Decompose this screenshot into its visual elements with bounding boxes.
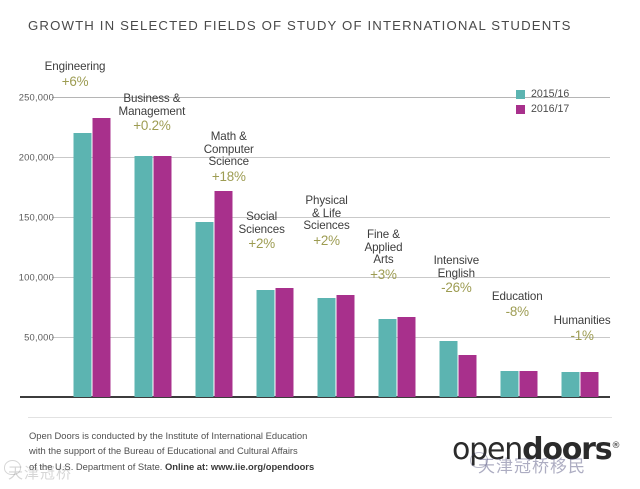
- bar-group: [306, 83, 367, 397]
- bar: [153, 155, 172, 397]
- watermark-logo-icon: [470, 452, 488, 468]
- bar-annotation: Engineering +6%: [32, 60, 118, 89]
- bar: [561, 371, 580, 397]
- footer-line-3-plain: of the U.S. Department of State.: [29, 460, 166, 472]
- growth-percent-label: -26%: [441, 280, 472, 296]
- bar: [134, 156, 153, 397]
- gridline: [52, 217, 610, 219]
- bar: [275, 287, 294, 397]
- bar-annotation: Education -8%: [474, 290, 560, 319]
- bar: [336, 295, 355, 397]
- bar: [195, 222, 214, 397]
- legend-item: 2015/16: [516, 88, 569, 100]
- category-label: Humanities: [553, 314, 611, 327]
- bar-group: [62, 83, 123, 397]
- bar: [519, 371, 538, 397]
- growth-percent-label: +18%: [211, 168, 246, 184]
- footer-note: Open Doors is conducted by the Institute…: [29, 428, 314, 474]
- y-axis-tick-label: 250,000: [18, 91, 54, 103]
- bar: [92, 117, 111, 397]
- axis-baseline: [20, 396, 610, 398]
- footer-line-1: Open Doors is conducted by the Institute…: [29, 430, 308, 441]
- page-title: GROWTH IN SELECTED FIELDS OF STUDY OF IN…: [28, 18, 572, 33]
- bar: [256, 290, 275, 397]
- footer-divider: [28, 417, 612, 418]
- bar-groups: [62, 83, 610, 397]
- legend-label-2015-16: 2015/16: [531, 88, 570, 100]
- watermark-logo-icon-left: [4, 460, 21, 475]
- bar: [73, 133, 92, 397]
- bar: [397, 316, 416, 397]
- bar-group: [549, 83, 610, 397]
- bar: [378, 319, 397, 397]
- growth-percent-label: +6%: [61, 73, 89, 89]
- category-label: Math & Computer Science: [203, 130, 254, 169]
- bar-group: [427, 83, 488, 397]
- bar-annotation: Fine & Applied Arts +3%: [340, 228, 426, 282]
- gridline: [52, 277, 610, 279]
- bar: [580, 371, 599, 397]
- gridline: [52, 157, 610, 159]
- registered-trademark-icon: ®: [611, 441, 621, 451]
- category-label: Social Sciences: [238, 210, 285, 236]
- legend-label-2016-17: 2016/17: [531, 103, 570, 115]
- bar: [458, 355, 477, 397]
- bar-annotation: Math & Computer Science +18%: [186, 130, 272, 184]
- category-label: Intensive English: [433, 254, 480, 280]
- category-label: Fine & Applied Arts: [364, 228, 403, 267]
- category-label: Education: [491, 290, 543, 303]
- bar-annotation: Intensive English -26%: [413, 254, 499, 296]
- bar-group: [123, 83, 184, 397]
- growth-percent-label: +2%: [248, 236, 275, 252]
- bar: [439, 340, 458, 397]
- category-label: Engineering: [44, 60, 106, 73]
- category-label: Business & Management: [118, 92, 186, 118]
- bar-group: [366, 83, 427, 397]
- plot-area: 250,000 200,000 150,000 100,000 50,000 Engin…: [19, 60, 611, 398]
- bar-chart: 250,000 200,000 150,000 100,000 50,000 Engin…: [0, 58, 640, 403]
- y-axis-tick-label: 100,000: [18, 271, 54, 283]
- legend-swatch-2016-17: [516, 104, 525, 114]
- bar-group: [488, 83, 549, 397]
- growth-percent-label: +0.2%: [133, 118, 171, 134]
- footer-line-3: of the U.S. Department of State. Online …: [29, 459, 314, 474]
- footer-line-2: with the support of the Bureau of Educat…: [29, 445, 298, 457]
- bar: [214, 190, 233, 397]
- y-axis-tick-label: 150,000: [18, 211, 54, 223]
- category-label: Physical & Life Sciences: [303, 194, 350, 233]
- growth-percent-label: -1%: [570, 327, 594, 343]
- bar-annotation: Humanities -1%: [539, 314, 625, 343]
- footer-url[interactable]: Online at: www.iie.org/opendoors: [165, 460, 315, 472]
- growth-percent-label: +3%: [370, 266, 397, 282]
- bar: [317, 297, 336, 397]
- legend-swatch-2015-16: [516, 89, 525, 99]
- growth-percent-label: -8%: [505, 303, 529, 319]
- bar-annotation: Social Sciences +2%: [219, 210, 305, 252]
- bar-group: [184, 83, 245, 397]
- bar-annotation: Physical & Life Sciences +2%: [284, 194, 370, 248]
- legend-item: 2016/17: [516, 103, 569, 115]
- legend: 2015/16 2016/17: [516, 88, 569, 118]
- gridline: [52, 97, 610, 99]
- growth-percent-label: +2%: [313, 232, 340, 248]
- logo-doors: doors: [522, 432, 613, 467]
- y-axis-tick-label: 50,000: [24, 331, 54, 343]
- bar-annotation: Business & Management +0.2%: [109, 92, 195, 134]
- y-axis-tick-label: 200,000: [18, 151, 54, 163]
- bar-group: [245, 83, 306, 397]
- bar: [500, 370, 519, 397]
